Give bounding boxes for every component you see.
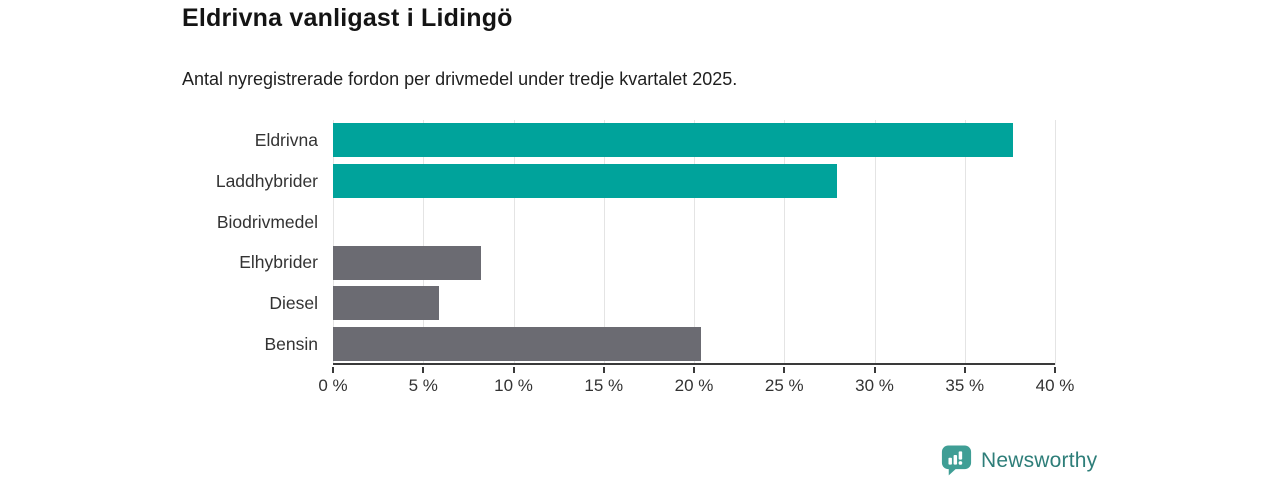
chart-subtitle: Antal nyregistrerade fordon per drivmede… [182, 69, 738, 89]
y-axis-label-elhybrider: Elhybrider [239, 252, 318, 273]
x-axis-tick [963, 367, 966, 373]
x-axis-tick-label: 15 % [584, 376, 624, 395]
y-axis-label-diesel: Diesel [269, 293, 318, 314]
x-axis-tick [693, 367, 695, 373]
x-axis-tick [512, 367, 515, 373]
x-axis-tick-label: 25 % [764, 376, 804, 395]
newsworthy-logo[interactable]: Newsworthy [941, 444, 1097, 477]
x-axis-tick-label: 20 % [674, 376, 714, 395]
bar-bensin [333, 327, 702, 362]
x-axis-tick [1054, 367, 1056, 373]
y-axis-label-bensin: Bensin [264, 334, 318, 355]
x-axis-tick [602, 367, 605, 373]
y-axis-label-eldrivna: Eldrivna [254, 129, 318, 150]
bar-eldrivna [333, 123, 1014, 157]
y-axis-labels: Eldrivna Laddhybrider Biodrivmedel Elhybrid… [0, 120, 318, 365]
bar-row-diesel [333, 283, 1055, 324]
bar-row-bensin [333, 324, 1055, 365]
gridline [694, 120, 695, 365]
x-axis-tick-label: 0 % [318, 376, 348, 395]
bar-diesel [333, 286, 440, 321]
plot-area: 0 % 5 % 10 % 15 % 20 % 25 % 30 % 35 % 40 % [318, 120, 1074, 395]
gridline [784, 120, 786, 365]
x-axis-tick-label: 10 % [494, 376, 533, 395]
gridline [333, 120, 334, 365]
newsworthy-chart-bubble-icon [941, 445, 972, 476]
bar-elhybrider [333, 245, 481, 280]
gridline [423, 120, 425, 365]
chart-title: Eldrivna vanligast i Lidingö [182, 4, 513, 32]
gridline [513, 120, 515, 365]
gridline [964, 120, 966, 365]
x-axis-tick-label: 35 % [945, 376, 985, 395]
x-axis-tick [422, 367, 425, 373]
y-axis-label-laddhybrider: Laddhybrider [215, 170, 318, 191]
gridline [1055, 120, 1056, 365]
gridline [874, 120, 876, 365]
x-axis-line [333, 363, 1055, 365]
x-axis-tick-label: 40 % [1035, 376, 1075, 395]
gridline [603, 120, 605, 365]
x-axis-tick-label: 5 % [408, 376, 438, 395]
bar-row-laddhybrider [333, 161, 1055, 202]
newsworthy-logo-text: Newsworthy [981, 448, 1098, 472]
bar-row-elhybrider [333, 243, 1055, 284]
bar-laddhybrider [333, 163, 837, 198]
bar-row-biodrivmedel [333, 202, 1055, 243]
x-axis-tick [332, 367, 334, 373]
bar-row-eldrivna [333, 120, 1055, 161]
y-axis-label-biodrivmedel: Biodrivmedel [216, 211, 318, 232]
x-axis-tick-label: 30 % [855, 376, 894, 395]
x-axis-tick [783, 367, 786, 373]
x-axis-tick [873, 367, 876, 373]
